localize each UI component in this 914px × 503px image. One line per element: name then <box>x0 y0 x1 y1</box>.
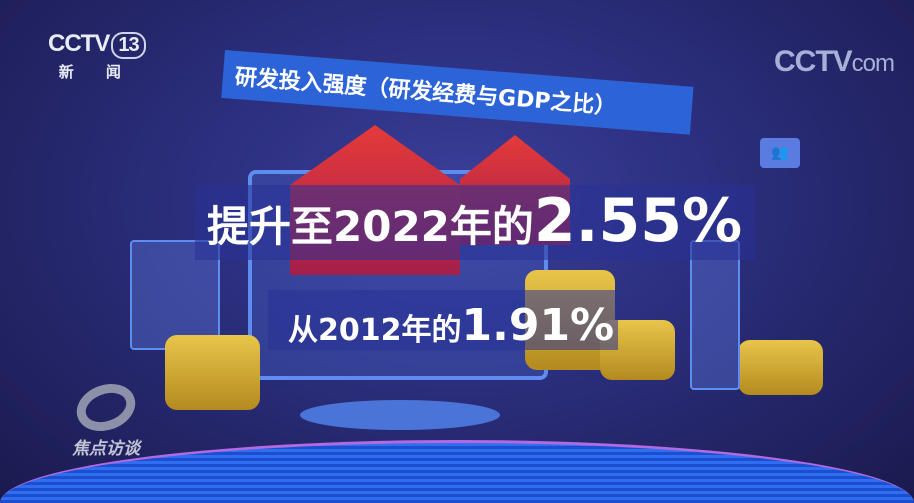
building-graphic <box>690 240 740 390</box>
headline-box: 提升至2022年的2.55% <box>195 185 755 260</box>
jiaodian-fangtan-logo: 焦点访谈 <box>70 376 142 459</box>
watermark-brand: CCTV <box>773 45 853 78</box>
cctv-com-watermark: CCTVcom <box>773 45 895 79</box>
cctv-logo-text: CCTV <box>48 30 110 57</box>
title-banner: 研发投入强度（研发经费与GDP之比） <box>221 50 694 135</box>
channel-name: 新 闻 <box>58 64 135 81</box>
coin-stack-right <box>738 340 823 395</box>
monitor-stand <box>300 400 500 430</box>
program-symbol-icon <box>70 376 142 439</box>
headline-value: 2.55% <box>533 186 743 256</box>
headline-text: 提升至2022年的 <box>207 202 534 251</box>
subline-box: 从2012年的1.91% <box>268 290 618 351</box>
cctv13-logo: CCTV 13 新 闻 <box>48 30 146 82</box>
coin-stack-left <box>165 335 260 410</box>
people-icon: 👥 <box>760 138 800 168</box>
channel-number: 13 <box>111 32 146 59</box>
subline-text: 从2012年的 <box>288 313 462 348</box>
watermark-suffix: com <box>851 50 895 77</box>
subline-value: 1.91% <box>461 300 615 351</box>
program-name: 焦点访谈 <box>72 439 140 459</box>
